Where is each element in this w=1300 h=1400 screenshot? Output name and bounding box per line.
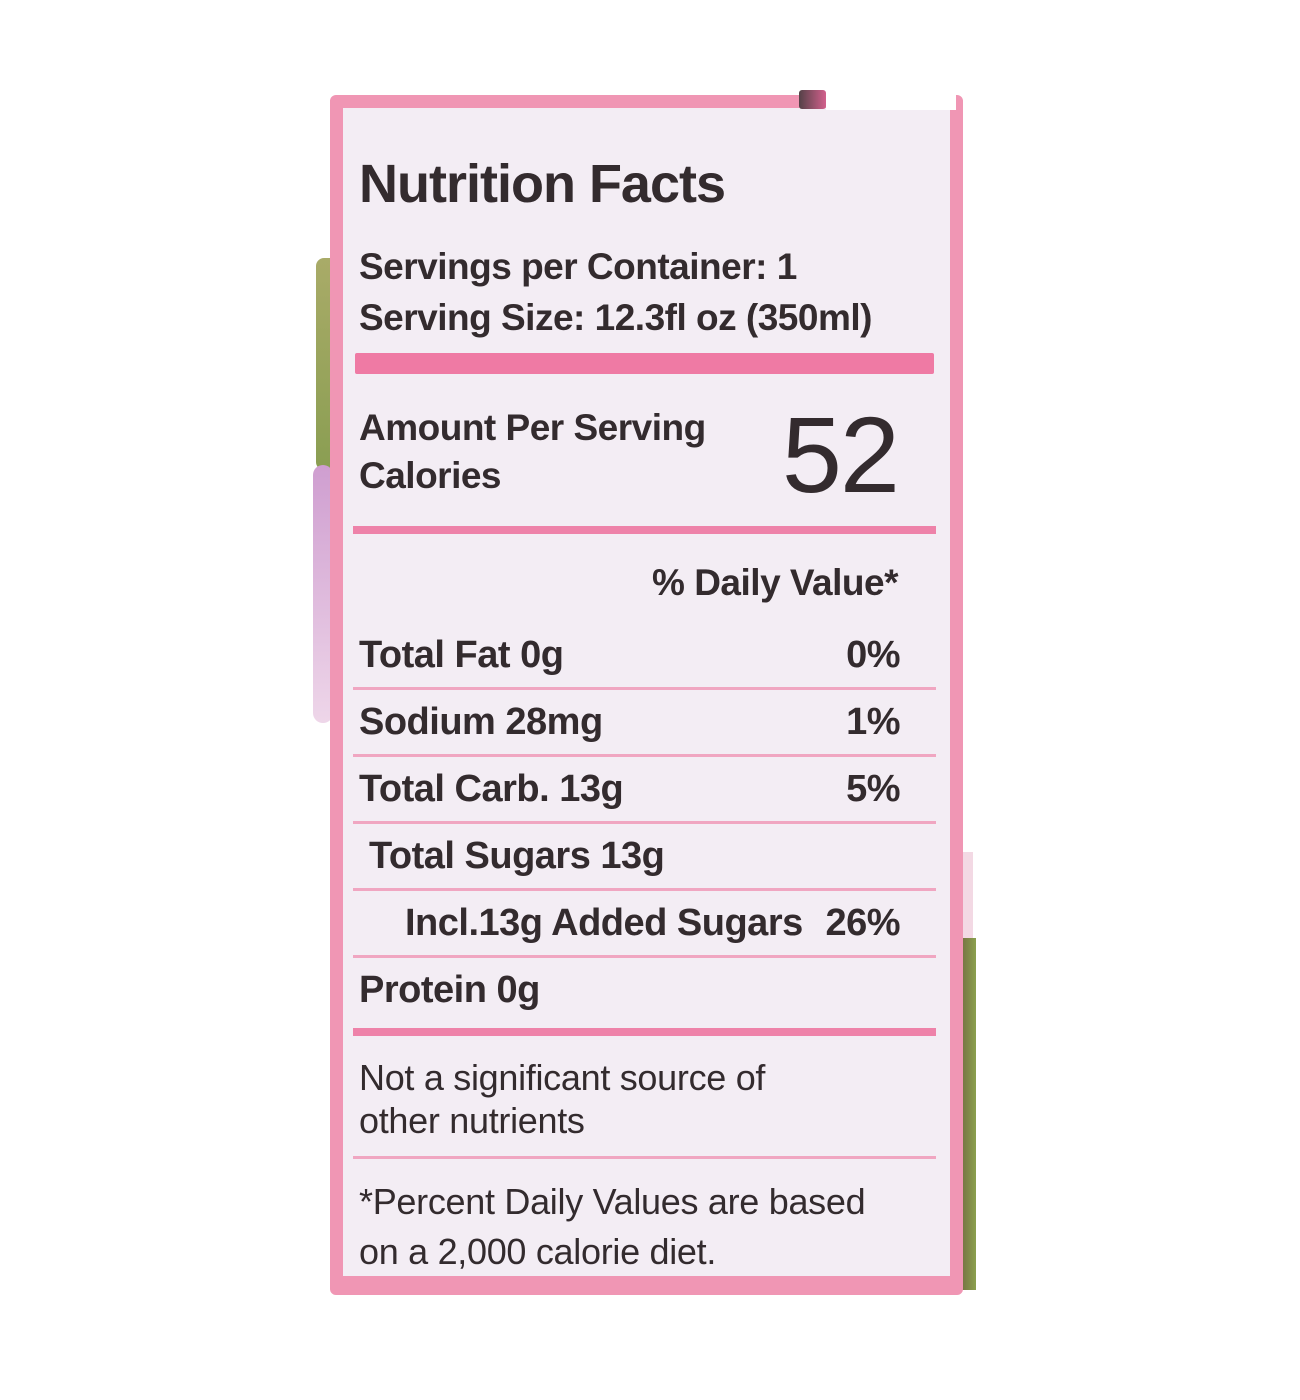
insignificant-note: Not a significant source of other nutrie… <box>359 1056 950 1142</box>
nutrient-name: Total Sugars 13g <box>369 835 665 878</box>
section-divider <box>353 526 936 535</box>
section-divider <box>353 1028 936 1037</box>
row-divider <box>353 955 936 959</box>
calories-label: Calories <box>359 454 502 496</box>
thick-separator-bar <box>355 352 934 374</box>
nutrient-daily-value: 1% <box>846 701 900 744</box>
nutrient-rows: Total Fat 0g 0% Sodium 28mg 1% Total Car… <box>343 623 950 1022</box>
nutrient-row-total-fat: Total Fat 0g 0% <box>343 623 950 687</box>
footnote-line1: *Percent Daily Values are based <box>359 1181 866 1223</box>
servings-per-container: Servings per Container: 1 <box>359 245 797 287</box>
daily-value-footnote: *Percent Daily Values are based on a 2,0… <box>359 1177 950 1276</box>
nutrient-name: Protein 0g <box>359 969 540 1012</box>
package-edge-left-green <box>316 258 333 470</box>
nutrient-row-total-carb: Total Carb. 13g 5% <box>343 757 950 821</box>
nutrient-name: Total Fat 0g <box>359 634 564 677</box>
nutrient-row-sodium: Sodium 28mg 1% <box>343 690 950 754</box>
nutrient-row-added-sugars: Incl.13g Added Sugars 26% <box>343 891 950 955</box>
package-edge-left-purple <box>313 465 333 723</box>
daily-value-header: % Daily Value* <box>652 562 898 604</box>
calories-labels: Amount Per Serving Calories <box>359 404 706 500</box>
footnote-line2: on a 2,000 calorie diet. <box>359 1231 717 1273</box>
insignificant-note-line2: other nutrients <box>359 1100 585 1142</box>
nutrient-name: Total Carb. 13g <box>359 768 624 811</box>
calories-value: 52 <box>781 393 900 515</box>
amount-per-serving-label: Amount Per Serving <box>359 406 706 448</box>
nutrition-facts-label: Nutrition Facts Servings per Container: … <box>330 95 963 1295</box>
label-title: Nutrition Facts <box>359 154 726 214</box>
nutrient-daily-value: 26% <box>825 902 900 945</box>
row-divider <box>353 1156 936 1160</box>
label-corner-notch <box>826 88 956 110</box>
nutrient-row-total-sugars: Total Sugars 13g <box>343 824 950 888</box>
nutrient-name: Incl.13g Added Sugars <box>405 902 803 945</box>
row-divider <box>353 888 936 892</box>
nutrient-row-protein: Protein 0g <box>343 958 950 1022</box>
row-divider <box>353 687 936 691</box>
nutrient-daily-value: 0% <box>846 634 900 677</box>
label-corner-print-mark <box>799 90 826 109</box>
label-content: Nutrition Facts Servings per Container: … <box>343 108 950 1276</box>
nutrient-daily-value: 5% <box>846 768 900 811</box>
insignificant-note-line1: Not a significant source of <box>359 1057 766 1099</box>
row-divider <box>353 754 936 758</box>
row-divider <box>353 821 936 825</box>
serving-size: Serving Size: 12.3fl oz (350ml) <box>359 296 872 338</box>
calories-row: Amount Per Serving Calories 52 <box>343 393 950 515</box>
nutrient-name: Sodium 28mg <box>359 701 603 744</box>
